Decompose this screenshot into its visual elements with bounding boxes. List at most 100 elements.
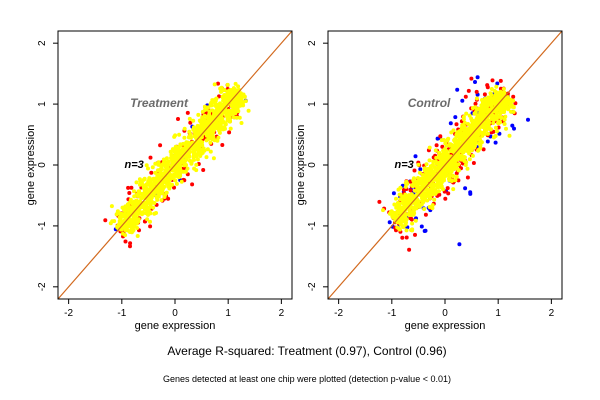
data-point [155, 172, 160, 177]
data-point [187, 116, 192, 121]
data-point [205, 147, 210, 152]
data-point [460, 98, 465, 103]
data-point [185, 166, 190, 171]
data-point [463, 186, 468, 191]
data-point [411, 212, 416, 217]
data-point [412, 168, 417, 173]
data-point [127, 219, 132, 224]
data-point [454, 164, 459, 169]
data-point [445, 152, 450, 157]
data-point [204, 107, 209, 112]
data-point [201, 146, 206, 151]
data-point [437, 154, 442, 159]
data-point [428, 164, 433, 169]
data-point [220, 143, 225, 147]
data-point [467, 157, 472, 162]
data-point [147, 176, 152, 181]
x-tick-label: 0 [172, 308, 178, 319]
data-point [147, 187, 152, 192]
data-point [465, 175, 470, 180]
data-point [453, 115, 458, 120]
data-point [136, 189, 141, 194]
data-point [422, 207, 427, 211]
data-point [216, 104, 221, 108]
data-point [470, 153, 475, 158]
data-point [417, 170, 422, 175]
data-point [486, 100, 491, 104]
y-tick-label: 1 [37, 101, 48, 107]
data-point [120, 231, 125, 236]
identity-line [58, 31, 292, 299]
data-point [498, 111, 503, 116]
data-point [206, 137, 211, 141]
data-point [413, 204, 418, 209]
y-tick-label: 2 [37, 40, 48, 46]
data-point [204, 122, 209, 127]
y-tick-label: 2 [307, 40, 318, 46]
data-point [128, 197, 133, 202]
data-point [456, 178, 461, 183]
data-point [159, 198, 164, 203]
control-panel: -2 -1 0 1 2 -2 -1 0 1 2 gene expression gene expres… [295, 30, 563, 332]
data-point [474, 89, 479, 94]
data-point [139, 192, 144, 196]
data-point [445, 137, 450, 142]
data-point [485, 139, 490, 144]
data-point [503, 114, 508, 119]
data-point [423, 212, 428, 217]
data-point [456, 168, 461, 173]
data-point [147, 195, 152, 200]
data-point [179, 179, 184, 184]
data-point [460, 148, 465, 153]
data-point [426, 176, 431, 180]
data-point [127, 191, 132, 195]
data-point [211, 156, 216, 161]
data-point [144, 163, 149, 168]
data-point [401, 201, 406, 206]
data-point [474, 96, 479, 101]
data-point [401, 224, 406, 229]
data-point [418, 167, 423, 172]
data-point [473, 143, 477, 148]
data-point [413, 154, 418, 159]
data-point [508, 104, 513, 109]
data-point [169, 156, 173, 160]
data-point [149, 170, 154, 175]
data-point [439, 180, 444, 185]
data-point [139, 195, 144, 200]
data-point [407, 247, 412, 252]
data-point [395, 209, 400, 214]
data-point [389, 209, 394, 214]
data-point [435, 136, 440, 141]
data-point [191, 155, 196, 160]
data-point [132, 207, 137, 212]
data-point [466, 122, 470, 126]
data-point [432, 197, 437, 202]
data-point [431, 159, 436, 164]
data-point [165, 181, 170, 186]
data-point [227, 115, 232, 120]
data-point [391, 191, 396, 196]
data-point [159, 188, 164, 192]
data-point [469, 143, 474, 147]
data-point [504, 98, 509, 103]
data-point [488, 127, 493, 132]
data-point [471, 161, 476, 165]
data-point [126, 185, 131, 190]
data-point [103, 218, 108, 223]
data-point [502, 90, 507, 95]
data-point [499, 104, 504, 109]
data-point [430, 206, 435, 211]
data-point [123, 239, 128, 244]
data-point [222, 95, 227, 100]
data-point [233, 81, 238, 86]
data-point [187, 134, 192, 139]
x-tick-label: 2 [279, 308, 285, 319]
data-point [148, 184, 153, 188]
x-tick-label: -2 [64, 308, 73, 319]
data-point [133, 215, 138, 220]
data-point [435, 182, 440, 186]
data-point [468, 130, 473, 135]
data-point [491, 121, 496, 125]
data-point [209, 133, 214, 138]
